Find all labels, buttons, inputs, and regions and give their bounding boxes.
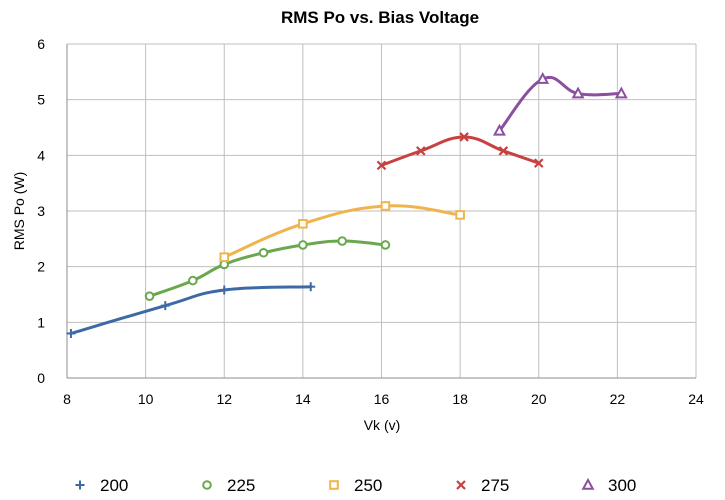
legend-marker [202, 480, 212, 490]
chart-title: RMS Po vs. Bias Voltage [281, 8, 479, 27]
data-point [459, 132, 469, 142]
y-tick-label: 0 [37, 370, 45, 386]
legend-marker [456, 480, 466, 490]
data-point [258, 247, 269, 258]
data-point [492, 123, 506, 136]
y-tick-label: 1 [37, 314, 45, 330]
axes [66, 44, 696, 379]
legend-marker [329, 480, 339, 490]
legend-label: 275 [481, 476, 509, 495]
series-275 [376, 132, 544, 171]
y-tick-label: 3 [37, 203, 45, 219]
data-point [144, 291, 155, 301]
data-point [571, 86, 585, 99]
y-axis-label: RMS Po (W) [11, 172, 27, 251]
data-point [219, 285, 229, 295]
data-point [376, 160, 387, 171]
x-tick-label: 22 [610, 391, 626, 407]
x-tick-label: 8 [63, 391, 71, 407]
x-tick-label: 10 [138, 391, 154, 407]
data-point [298, 240, 308, 250]
x-tick-label: 24 [688, 391, 704, 407]
y-tick-label: 2 [37, 259, 45, 275]
data-point [455, 210, 465, 220]
series-line [497, 75, 623, 133]
data-point [298, 219, 308, 229]
legend-label: 300 [608, 476, 636, 495]
x-tick-label: 14 [295, 391, 311, 407]
legend-item: 200 [75, 476, 128, 495]
y-tick-label: 5 [37, 92, 45, 108]
legend-item: 225 [202, 476, 255, 495]
legend-item: 275 [456, 476, 509, 495]
series-line [69, 285, 313, 335]
legend-item: 300 [581, 476, 636, 495]
legend-label: 225 [227, 476, 255, 495]
legend-marker [581, 477, 595, 490]
series-line [222, 204, 462, 259]
series-250 [219, 201, 465, 263]
data-point [66, 328, 76, 338]
x-tick-label: 12 [216, 391, 232, 407]
data-point [380, 240, 391, 250]
legend: 200 225 250 275 300 [75, 476, 636, 495]
data-point [498, 146, 509, 156]
y-tick-label: 4 [37, 147, 45, 163]
grid [67, 43, 697, 378]
data-point [380, 201, 391, 211]
data-point [188, 275, 198, 286]
x-tick-label: 16 [374, 391, 390, 407]
x-tick-label: 18 [452, 391, 468, 407]
data-point [614, 86, 628, 99]
x-tick-label: 20 [531, 391, 547, 407]
legend-item: 250 [329, 476, 382, 495]
data-point [533, 158, 544, 168]
legend-label: 200 [100, 476, 128, 495]
x-axis-label: Vk (v) [364, 417, 401, 433]
legend-marker [75, 480, 85, 490]
data-point [160, 301, 170, 311]
data-point [219, 252, 230, 263]
data-point [337, 236, 347, 246]
y-tick-label: 6 [37, 36, 45, 52]
series-200 [66, 282, 316, 338]
legend-label: 250 [354, 476, 382, 495]
plot-series [66, 71, 628, 338]
data-point [306, 282, 316, 292]
series-300 [492, 71, 628, 136]
data-point [536, 71, 550, 84]
data-point [416, 146, 426, 156]
series-225 [144, 236, 391, 301]
